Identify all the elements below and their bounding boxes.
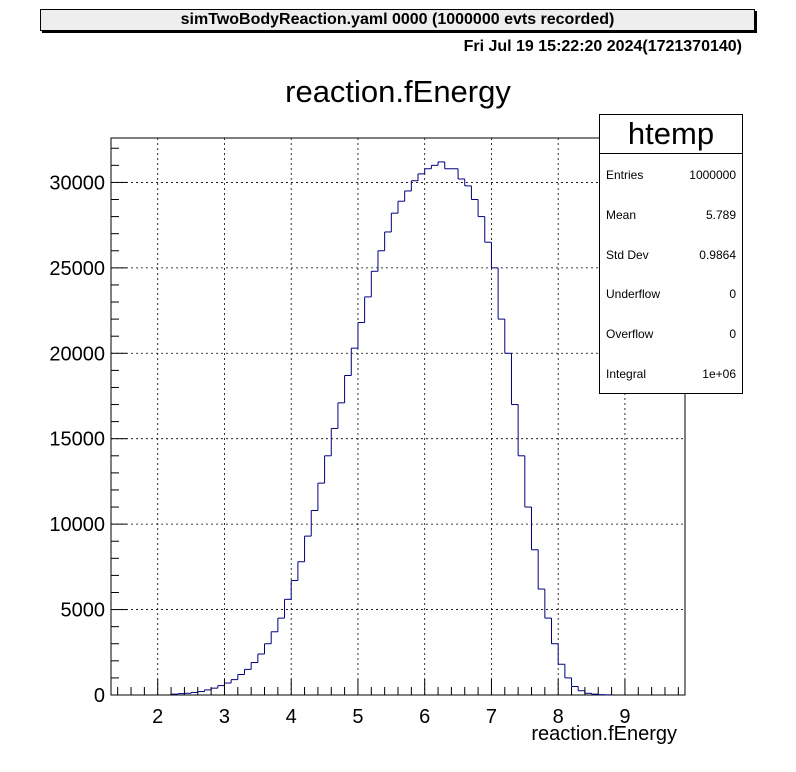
x-tick-label: 5 <box>352 706 363 728</box>
y-tick-label: 30000 <box>49 172 105 194</box>
x-tick-label: 8 <box>553 706 564 728</box>
stats-row-stddev: Std Dev 0.9864 <box>600 234 742 274</box>
stats-label: Std Dev <box>606 247 649 262</box>
histogram-outline <box>170 161 613 695</box>
stats-label: Entries <box>606 168 644 182</box>
stats-row-underflow: Underflow 0 <box>600 273 742 313</box>
x-axis-title: reaction.fEnergy <box>531 723 677 745</box>
y-tick-label: 0 <box>94 685 105 707</box>
stats-row-integral: Integral 1e+06 <box>600 353 742 393</box>
x-tick-label: 2 <box>152 706 163 728</box>
y-tick-label: 10000 <box>49 514 105 536</box>
stats-title: htemp <box>600 115 742 154</box>
stats-label: Overflow <box>606 327 654 342</box>
stats-row-mean: Mean 5.789 <box>600 194 742 234</box>
y-tick-label: 25000 <box>49 258 105 280</box>
x-tick-label: 3 <box>219 706 230 728</box>
plot-title: reaction.fEnergy <box>285 74 511 109</box>
timestamp: Fri Jul 19 15:22:20 2024(1721370140) <box>463 38 742 55</box>
stats-box: htemp Entries 1000000 Mean 5.789 Std Dev… <box>599 114 743 394</box>
stats-value: 0 <box>729 287 736 302</box>
x-tick-label: 7 <box>486 706 497 728</box>
canvas-header: simTwoBodyReaction.yaml 0000 (1000000 ev… <box>40 9 755 31</box>
x-tick-label: 4 <box>286 706 297 728</box>
stats-row-overflow: Overflow 0 <box>600 313 742 353</box>
stats-value: 1000000 <box>689 168 736 182</box>
stats-value: 0.9864 <box>699 247 736 262</box>
stats-label: Mean <box>606 207 637 222</box>
stats-row-entries: Entries 1000000 <box>600 154 742 194</box>
stats-label: Integral <box>606 366 647 381</box>
y-tick-label: 20000 <box>49 343 105 365</box>
stats-value: 1e+06 <box>702 366 736 381</box>
stats-label: Underflow <box>606 287 661 302</box>
y-tick-label: 5000 <box>61 600 106 622</box>
stats-value: 0 <box>729 327 736 342</box>
stats-value: 5.789 <box>705 207 736 222</box>
x-tick-label: 9 <box>619 706 630 728</box>
x-tick-label: 6 <box>419 706 430 728</box>
header-title: simTwoBodyReaction.yaml 0000 (1000000 ev… <box>180 11 615 28</box>
y-tick-label: 15000 <box>49 429 105 451</box>
